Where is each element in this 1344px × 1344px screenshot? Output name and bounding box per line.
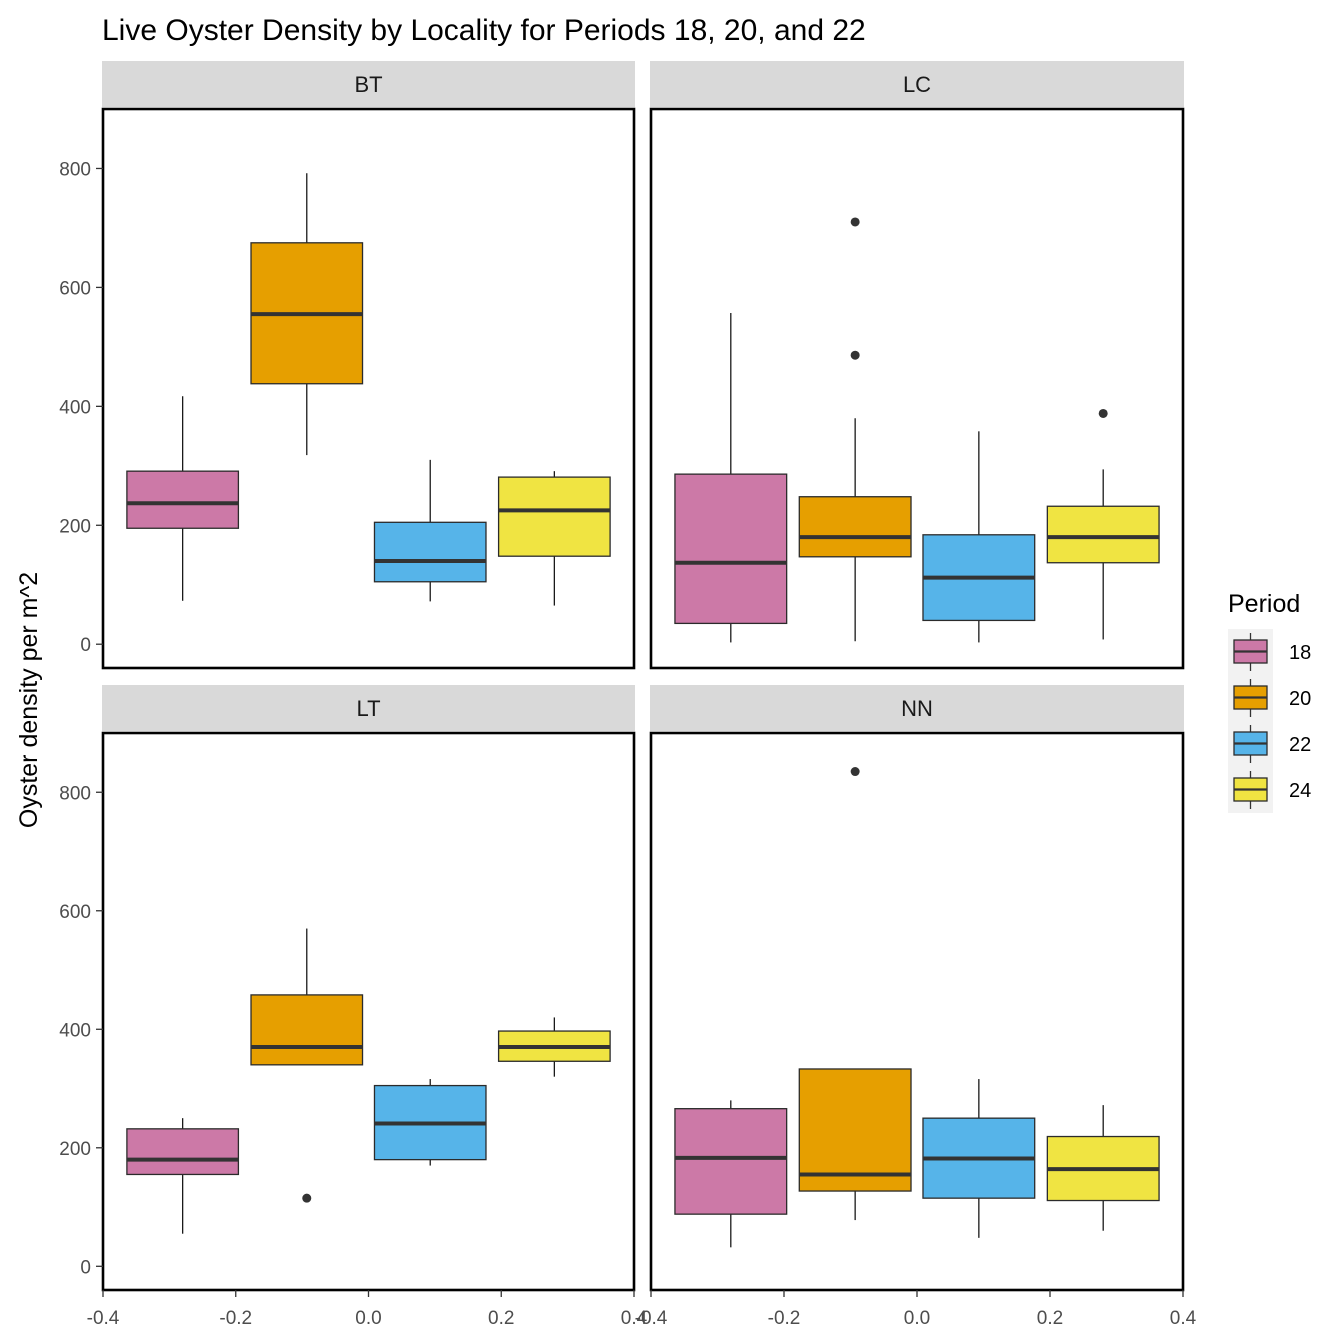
- chart-title: Live Oyster Density by Locality for Peri…: [102, 14, 866, 47]
- strip-lc: [650, 61, 1184, 107]
- box-iqr: [798, 496, 912, 558]
- box-period-20: [798, 217, 912, 642]
- box-iqr: [126, 470, 240, 529]
- x-tick-label: -0.2: [768, 1308, 801, 1329]
- strip-bt: [102, 61, 635, 107]
- y-tick-label: 200: [59, 1139, 91, 1160]
- y-axis-title: Oyster density per m^2: [15, 572, 43, 828]
- box-period-18: [126, 1118, 240, 1234]
- y-tick-label: 800: [59, 159, 91, 180]
- box-period-18: [674, 312, 788, 643]
- y-tick-label: 400: [59, 397, 91, 418]
- x-tick-label: 0.2: [488, 1308, 514, 1329]
- x-tick-label: -0.2: [219, 1308, 252, 1329]
- legend-label: 22: [1289, 734, 1311, 756]
- legend-title: Period: [1228, 590, 1300, 618]
- box-period-24: [1046, 1105, 1160, 1231]
- legend-item-24: 24: [1233, 771, 1311, 809]
- x-tick-label: 0.0: [904, 1308, 930, 1329]
- outlier-point: [1098, 408, 1108, 418]
- panel-border: [101, 107, 636, 670]
- legend-item-18: 18: [1233, 633, 1311, 671]
- panel-nn: NN -0.4 -0.2 0.0 0.2 0.4: [635, 685, 1197, 1329]
- box-period-18: [674, 1100, 788, 1248]
- outlier-point: [302, 1193, 312, 1203]
- box-iqr: [1046, 505, 1160, 564]
- strip-label: NN: [901, 696, 933, 721]
- box-period-22: [373, 1079, 487, 1166]
- outlier-point: [850, 767, 860, 777]
- y-tick-label: 0: [80, 635, 91, 656]
- box-period-24: [1046, 408, 1160, 640]
- box-iqr: [250, 994, 364, 1066]
- panel-background: [103, 109, 634, 668]
- y-tick-label: 0: [80, 1257, 91, 1278]
- legend-label: 18: [1289, 642, 1311, 664]
- box-iqr: [674, 473, 788, 625]
- strip-label: LT: [356, 696, 380, 721]
- legend-label: 24: [1289, 780, 1311, 802]
- x-tick-label: -0.4: [87, 1308, 120, 1329]
- box-iqr: [373, 521, 487, 583]
- panel-lt: LT 0 200 400 600 800 -0.4 -0.2 0.0 0.2 0.4: [59, 685, 648, 1329]
- legend: Period 18 20 22 24: [1228, 590, 1311, 813]
- panels-layer: BT 0 200 400 600 800 LC LT 0 200 400 600 800 -0.4 -0.2…: [59, 61, 1197, 1329]
- box-period-18: [126, 396, 240, 601]
- outlier-point: [850, 217, 860, 227]
- box-iqr: [497, 476, 611, 557]
- box-period-22: [922, 431, 1036, 643]
- box-period-20: [250, 928, 364, 1203]
- box-period-20: [250, 173, 364, 456]
- y-tick-label: 600: [59, 902, 91, 923]
- outlier-point: [850, 350, 860, 360]
- box-period-22: [373, 459, 487, 602]
- strip-nn: [650, 685, 1184, 731]
- y-tick-label: 200: [59, 516, 91, 537]
- panel-background: [103, 733, 634, 1290]
- box-period-24: [497, 471, 611, 606]
- strip-label: LC: [903, 72, 931, 97]
- box-period-20: [798, 767, 912, 1221]
- panel-border: [649, 107, 1185, 670]
- y-tick-label: 800: [59, 783, 91, 804]
- y-tick-label: 600: [59, 278, 91, 299]
- legend-item-20: 20: [1233, 679, 1311, 717]
- x-tick-label: 0.4: [621, 1308, 648, 1329]
- legend-label: 20: [1289, 688, 1311, 710]
- box-period-24: [497, 1017, 611, 1077]
- panel-bt: BT 0 200 400 600 800: [59, 61, 636, 670]
- box-iqr: [126, 1128, 240, 1176]
- box-period-22: [922, 1079, 1036, 1238]
- box-iqr: [674, 1108, 788, 1215]
- box-iqr: [798, 1068, 912, 1192]
- x-tick-label: 0.0: [355, 1308, 381, 1329]
- panel-lc: LC: [649, 61, 1185, 670]
- x-tick-label: -0.4: [635, 1308, 668, 1329]
- x-tick-label: 0.2: [1037, 1308, 1063, 1329]
- x-tick-label: 0.4: [1170, 1308, 1197, 1329]
- y-tick-label: 400: [59, 1020, 91, 1041]
- legend-item-22: 22: [1233, 725, 1311, 763]
- strip-label: BT: [354, 72, 382, 97]
- strip-lt: [102, 685, 635, 731]
